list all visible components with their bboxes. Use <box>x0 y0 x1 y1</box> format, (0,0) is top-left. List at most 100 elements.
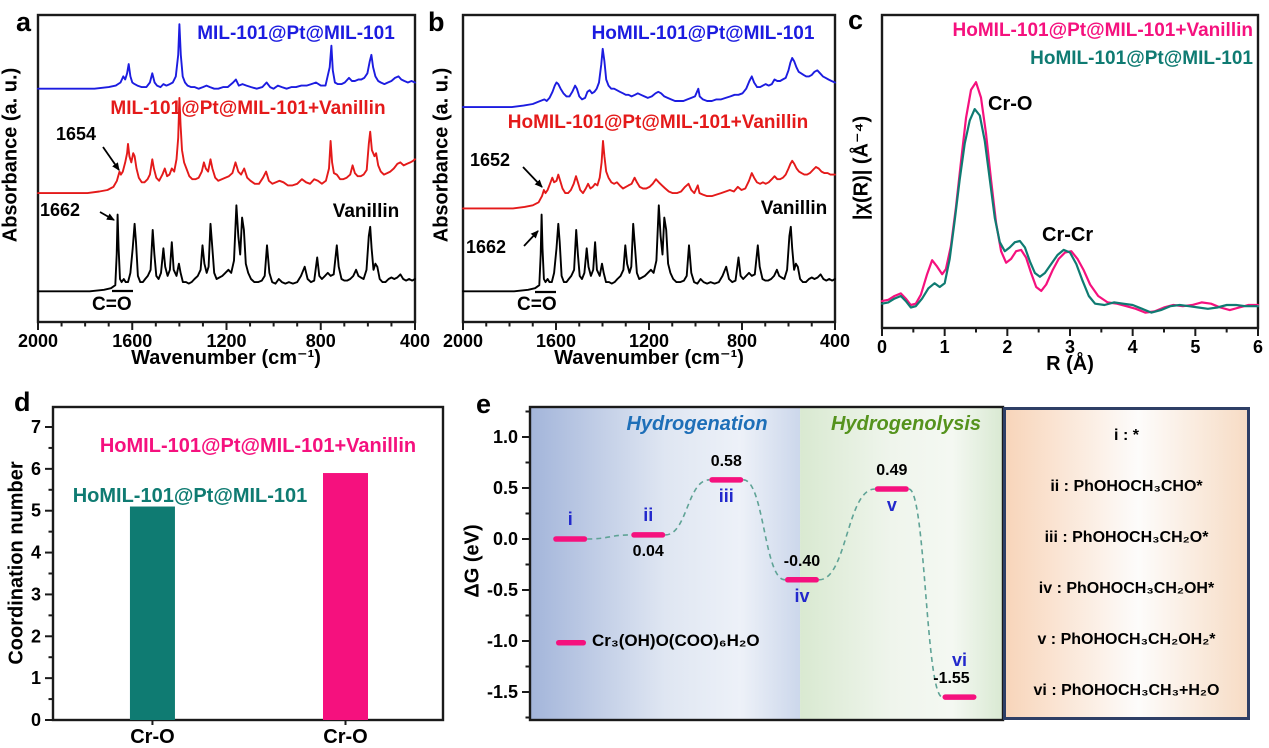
panel-label-e: e <box>476 389 492 419</box>
energy-level-iv <box>784 577 819 583</box>
annotation-a-co: C=O <box>92 294 132 315</box>
tick-label: 1 <box>940 337 950 357</box>
energy-value-iv: -0.40 <box>783 552 821 570</box>
tick-label: Cr-O <box>130 726 174 748</box>
tick-label: 1200 <box>206 331 246 351</box>
series-label-d-teal: HoMIL-101@Pt@MIL-101 <box>72 485 308 507</box>
series-label-c-teal: HoMIL-101@Pt@MIL-101 <box>1030 48 1253 69</box>
tick-label: 5 <box>1190 337 1200 357</box>
energy-value-iii: 0.58 <box>710 452 742 470</box>
tick-label: 3 <box>1065 337 1075 357</box>
energy-value-ii: 0.04 <box>632 542 664 560</box>
energy-numeral-iv: iv <box>794 585 810 606</box>
annotation-arrow <box>99 211 115 221</box>
plot-box-d <box>51 405 445 722</box>
series-label-b-blue: HoMIL-101@Pt@MIL-101 <box>591 23 815 44</box>
energy-level-i <box>553 536 588 542</box>
annotation-b-1652: 1652 <box>470 150 511 170</box>
energy-numeral-vi: vi <box>951 650 967 671</box>
x-axis-label-a: Wavenumber (cm⁻¹) <box>131 347 321 369</box>
tick-label: -0.5 <box>487 580 518 600</box>
tick-label: 0 <box>877 337 887 357</box>
species-list-box: i : * ii : PhOHOCH₃CHO* iii : PhOHOCH₃CH₂O… <box>1003 407 1250 720</box>
energy-level-v <box>874 486 909 492</box>
energy-numeral-i: i <box>567 509 573 529</box>
series-label-c-pink: HoMIL-101@Pt@MIL-101+Vanillin <box>952 20 1253 41</box>
annotation-a-1654: 1654 <box>56 124 97 144</box>
connector <box>908 488 944 698</box>
energy-value-v: 0.49 <box>876 462 908 480</box>
y-axis-label-a: Absorbance (a. u.) <box>0 67 22 243</box>
energy-level-ii <box>631 532 666 538</box>
tick-label: -1.5 <box>487 682 518 702</box>
panel-label-a: a <box>16 7 32 37</box>
tick-label: 3 <box>31 584 41 604</box>
tick-label: 0.5 <box>493 478 518 498</box>
region-label-hydrogenation: Hydrogenation <box>626 413 768 435</box>
annotation-b-1662: 1662 <box>466 237 507 257</box>
region-hydrogenolysis-bg <box>800 407 1003 720</box>
tick-label: 5 <box>31 501 41 521</box>
tick-label: 400 <box>820 331 850 351</box>
annotation-arrow <box>523 230 539 247</box>
species-item: iv : PhOHOCH₃CH₂OH* <box>1038 580 1215 598</box>
connector <box>743 479 786 581</box>
tick-label: 400 <box>400 331 430 351</box>
spectrum-curve-b-0 <box>462 47 836 109</box>
region-label-hydrogenolysis: Hydrogenolysis <box>830 413 982 435</box>
tick-label: 4 <box>1128 337 1138 357</box>
tick-label: -1.0 <box>487 631 518 651</box>
tick-label: 1200 <box>629 331 669 351</box>
peak-label-cr-o: Cr-O <box>988 93 1033 115</box>
energy-numeral-iii: iii <box>718 485 734 506</box>
panel-label-d: d <box>14 387 31 417</box>
tick-label: 6 <box>31 459 41 479</box>
connector <box>665 479 710 536</box>
tick-label: 6 <box>1253 337 1263 357</box>
tick-label: 0.0 <box>493 529 518 549</box>
y-axis-label-d: Coordination number <box>5 461 28 665</box>
tick-label: 4 <box>31 543 41 563</box>
tick-label: 1600 <box>536 331 576 351</box>
energy-numeral-v: v <box>886 495 897 516</box>
species-item: v : PhOHOCH₃CH₂OH₂* <box>1037 631 1216 649</box>
spectrum-curve-a-1 <box>37 96 416 195</box>
y-axis-label-b: Absorbance (a. u.) <box>430 67 453 243</box>
series-label-d-pink: HoMIL-101@Pt@MIL-101+Vanillin <box>99 435 417 457</box>
series-label-b-vanillin: Vanillin <box>760 198 828 219</box>
tick-label: 2000 <box>443 331 483 351</box>
energy-level-vi <box>942 694 977 700</box>
species-item: iii : PhOHOCH₃CH₂O* <box>1044 528 1209 546</box>
x-axis-label-c: R (Å) <box>1046 353 1094 375</box>
region-hydrogenation-bg <box>530 407 801 720</box>
spectrum-curve-b-1 <box>462 139 836 210</box>
connector <box>818 488 875 581</box>
series-label-a-red: MIL-101@Pt@MIL-101+Vanillin <box>110 98 386 119</box>
spectrum-curve-a-2 <box>37 204 416 293</box>
bar-1 <box>323 473 368 720</box>
annotation-a-1662: 1662 <box>40 200 81 220</box>
tick-label: 2000 <box>18 331 58 351</box>
panel-label-b: b <box>428 7 445 37</box>
y-axis-label-c: |χ(R)| (Å⁻⁴) <box>850 115 873 221</box>
exafs-curve-0 <box>880 81 1260 314</box>
spectrum-curve-b-2 <box>462 204 836 293</box>
x-axis-label-b: Wavenumber (cm⁻¹) <box>554 347 744 369</box>
peak-label-cr-cr: Cr-Cr <box>1042 224 1094 246</box>
tick-label: 1.0 <box>493 427 518 447</box>
spectrum-curve-a-0 <box>37 23 416 90</box>
tick-label: 7 <box>31 417 41 437</box>
series-label-a-blue: MIL-101@Pt@MIL-101 <box>197 23 395 44</box>
exafs-curve-1 <box>880 107 1260 314</box>
annotation-arrow <box>102 146 120 171</box>
tick-label: 1600 <box>112 331 152 351</box>
energy-value-vi: -1.55 <box>933 670 970 688</box>
species-item: ii : PhOHOCH₃CHO* <box>1050 477 1203 495</box>
legend-dash <box>556 640 586 646</box>
series-label-a-vanillin: Vanillin <box>332 201 400 222</box>
bar-0 <box>129 506 175 720</box>
energy-level-iii <box>709 477 744 483</box>
tick-label: 2 <box>1002 337 1012 357</box>
